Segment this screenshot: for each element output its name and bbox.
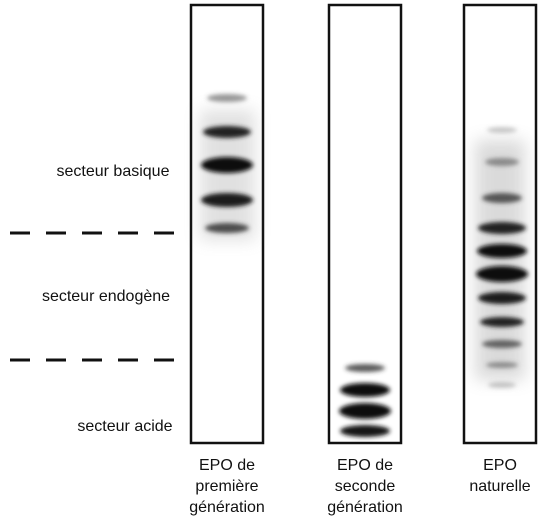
lane: [327, 3, 403, 445]
lane-label: génération: [189, 499, 265, 516]
lane-label: naturelle: [469, 478, 530, 495]
sector-label: secteur acide: [77, 418, 172, 435]
lane: [462, 3, 538, 445]
lane-label: première: [195, 478, 258, 495]
lane-label: génération: [327, 499, 403, 516]
sector-label: secteur basique: [57, 163, 170, 180]
lane: [189, 3, 265, 445]
lane-label: EPO: [483, 457, 517, 474]
lane-label: EPO de: [199, 457, 255, 474]
sector-label: secteur endogène: [42, 288, 170, 305]
lane-label: seconde: [335, 478, 396, 495]
lane-label: EPO de: [337, 457, 393, 474]
